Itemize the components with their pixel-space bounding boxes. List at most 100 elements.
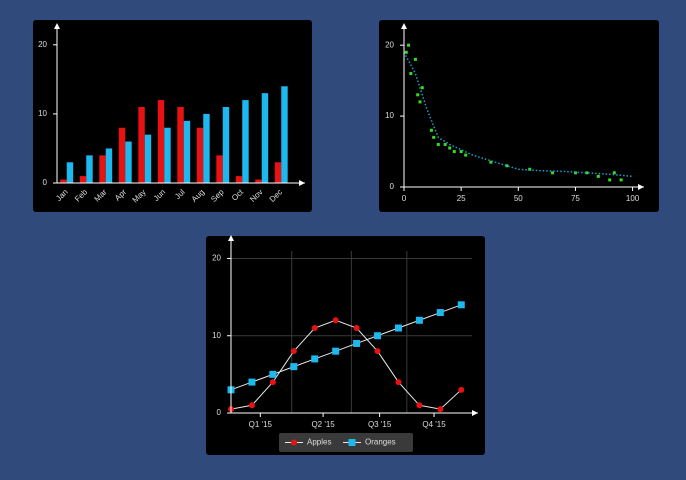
- point: [459, 150, 463, 154]
- marker: [394, 324, 402, 332]
- point: [418, 100, 422, 104]
- marker: [290, 363, 298, 371]
- point: [409, 72, 413, 76]
- x-axis-arrow: [638, 184, 644, 190]
- bar: [242, 100, 249, 183]
- point: [619, 178, 623, 182]
- point: [585, 171, 589, 175]
- point: [436, 142, 440, 146]
- marker: [436, 309, 444, 317]
- bar: [157, 100, 165, 183]
- bar: [216, 155, 223, 183]
- point: [551, 171, 555, 175]
- y-tick-label: 10: [212, 331, 221, 340]
- point: [416, 93, 420, 97]
- marker: [311, 355, 319, 363]
- trend-line: [403, 51, 633, 178]
- bar: [118, 127, 126, 183]
- bar: [138, 107, 145, 183]
- y-axis-arrow: [228, 235, 234, 241]
- bar: [261, 93, 269, 183]
- point: [489, 160, 493, 164]
- bar: [66, 162, 74, 183]
- point: [429, 128, 433, 132]
- y-tick-label: 0: [390, 182, 395, 191]
- marker: [353, 339, 361, 347]
- bar: [203, 113, 210, 183]
- point: [505, 164, 509, 168]
- point: [420, 86, 424, 90]
- y-tick-label: 20: [38, 40, 47, 49]
- y-tick-label: 20: [212, 254, 221, 263]
- point: [443, 142, 447, 146]
- series-line: [230, 319, 462, 410]
- y-tick-label: 10: [38, 109, 47, 118]
- marker: [332, 317, 339, 324]
- x-tick-label: Q2 '15: [311, 420, 335, 429]
- x-axis-arrow: [472, 410, 478, 416]
- bar: [164, 127, 171, 183]
- legend-marker: [291, 439, 297, 446]
- x-tick-label: 25: [457, 194, 466, 203]
- point: [448, 146, 452, 150]
- y-axis-arrow: [54, 23, 60, 29]
- point: [464, 153, 468, 157]
- bar: [274, 162, 282, 183]
- bar: [183, 120, 191, 183]
- legend-label: Apples: [307, 438, 331, 447]
- bar: [144, 134, 152, 183]
- y-tick-label: 20: [385, 40, 394, 49]
- bar: [79, 176, 87, 183]
- legend-marker: [348, 439, 356, 446]
- y-tick-label: 0: [217, 408, 222, 417]
- bar: [235, 176, 243, 183]
- point: [608, 178, 612, 182]
- marker: [458, 386, 465, 393]
- bar: [222, 107, 230, 183]
- x-axis-arrow: [299, 180, 305, 186]
- x-tick-label: 50: [514, 194, 523, 203]
- marker: [353, 325, 360, 331]
- x-tick-label: 100: [626, 194, 640, 203]
- marker: [332, 347, 340, 355]
- bar: [105, 148, 113, 183]
- x-tick-label: Q1 '15: [249, 420, 273, 429]
- point: [596, 174, 600, 178]
- bar: [125, 141, 132, 183]
- point: [612, 171, 616, 175]
- y-tick-label: 0: [43, 178, 48, 187]
- marker: [416, 402, 423, 409]
- marker: [290, 348, 297, 355]
- point: [432, 135, 436, 139]
- point: [404, 50, 408, 54]
- marker: [437, 406, 444, 413]
- point: [452, 150, 456, 154]
- bar: [281, 86, 288, 183]
- bar: [99, 155, 106, 183]
- bar: [60, 179, 67, 183]
- x-tick-label: 0: [402, 194, 407, 203]
- point: [407, 43, 411, 47]
- marker: [248, 378, 256, 386]
- bar: [86, 155, 93, 183]
- point: [413, 57, 417, 61]
- marker: [269, 370, 277, 378]
- y-tick-label: 10: [385, 111, 394, 120]
- marker: [248, 402, 255, 409]
- marker: [311, 325, 318, 331]
- marker: [269, 379, 276, 386]
- x-tick-label: Q3 '15: [368, 420, 392, 429]
- marker: [415, 316, 423, 324]
- legend-label: Oranges: [365, 438, 396, 447]
- y-axis-arrow: [401, 23, 407, 29]
- marker: [457, 301, 465, 309]
- bar: [177, 107, 184, 183]
- x-tick-label: 75: [571, 194, 580, 203]
- bar: [196, 127, 204, 183]
- marker: [374, 332, 382, 340]
- x-tick-label: Q4 '15: [422, 420, 446, 429]
- marker: [395, 379, 402, 386]
- panel: [379, 20, 659, 212]
